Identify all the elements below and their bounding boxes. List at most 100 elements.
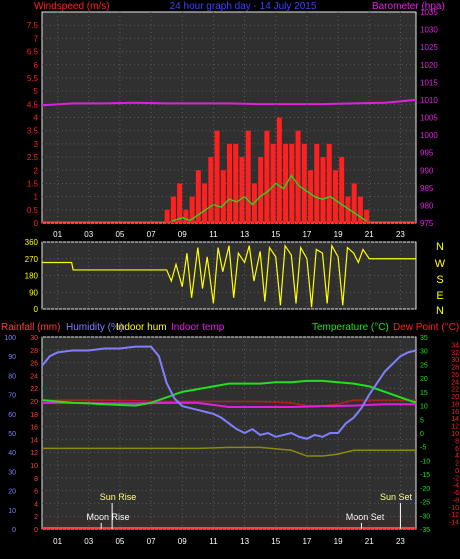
wind-tick-label: 1 bbox=[34, 193, 39, 202]
wind-tick-label: 3 bbox=[34, 140, 39, 149]
x-tick-label-p1: 01 bbox=[53, 230, 62, 239]
rainfall-tick-label: 10 bbox=[30, 463, 38, 470]
wind-gust-bar bbox=[183, 209, 189, 223]
moon-rise-label: Moon Rise bbox=[86, 512, 129, 522]
wind-gust-bar bbox=[208, 157, 214, 223]
rainfall-tick-label: 26 bbox=[30, 361, 38, 368]
dew-point-tick-label: 30 bbox=[451, 357, 459, 364]
temperature-tick-label: -30 bbox=[420, 513, 430, 520]
dew-point-tick-label: 10 bbox=[451, 431, 459, 438]
humidity-tick-label: 60 bbox=[8, 412, 16, 419]
barometer-tick-label: 1000 bbox=[420, 131, 438, 140]
dew-point-tick-label: 6 bbox=[455, 446, 459, 453]
dew-point-tick-label: 18 bbox=[451, 401, 459, 408]
x-tick-label-p1: 05 bbox=[115, 230, 124, 239]
wind-gust-bar bbox=[258, 157, 264, 223]
dew-point-tick-label: -6 bbox=[453, 490, 459, 497]
wind-gust-bar bbox=[308, 170, 314, 223]
wind-gust-bar bbox=[320, 157, 326, 223]
barometer-tick-label: 995 bbox=[420, 149, 434, 158]
wind-gust-bar bbox=[289, 143, 295, 223]
chart-title: 24 hour graph day - 14 July 2015 bbox=[170, 1, 317, 12]
wind-gust-bar bbox=[189, 196, 195, 223]
temperature-line bbox=[41, 379, 417, 407]
humidity-tick-label: 80 bbox=[8, 373, 16, 380]
compass-n-top: N bbox=[436, 241, 444, 253]
x-tick-label-p1: 11 bbox=[209, 230, 218, 239]
rainfall-tick-label: 18 bbox=[30, 412, 38, 419]
wind-gust-bar bbox=[177, 183, 183, 223]
dew-point-tick-label: 22 bbox=[451, 387, 459, 394]
barometer-tick-label: 1030 bbox=[420, 26, 438, 35]
compass-w: W bbox=[435, 258, 446, 270]
wind-gust-bar bbox=[314, 143, 320, 223]
rainfall-tick-label: 12 bbox=[30, 450, 38, 457]
humidity-tick-label: 70 bbox=[8, 393, 16, 400]
chart-marks: 0 0.5 1 1.5 2 2.5 3 3.5 4 4.5 5 5.5 6 6.5 7 7.5 975 980 98… bbox=[4, 8, 459, 546]
x-tick-label-p3: 05 bbox=[115, 537, 124, 546]
direction-tick-label: 90 bbox=[29, 288, 38, 297]
barometer-tick-label: 975 bbox=[420, 219, 434, 228]
barometer-tick-label: 980 bbox=[420, 201, 434, 210]
wind-tick-label: 7.5 bbox=[27, 21, 39, 30]
temperature-tick-label: -35 bbox=[420, 527, 430, 534]
x-tick-label-p3: 19 bbox=[334, 537, 343, 546]
wind-gust-bar bbox=[283, 143, 289, 223]
wind-gust-bar bbox=[357, 196, 363, 223]
dew-point-tick-label: 0 bbox=[455, 468, 459, 475]
wind-gust-bar bbox=[332, 170, 338, 223]
barometer-tick-label: 1035 bbox=[420, 8, 438, 17]
compass-labels: N W S E N bbox=[435, 241, 446, 317]
rainfall-tick-label: 22 bbox=[30, 386, 38, 393]
rainfall-tick-label: 8 bbox=[34, 476, 38, 483]
x-tick-label-p3: 07 bbox=[147, 537, 156, 546]
indoor-humidity-line bbox=[42, 446, 416, 457]
wind-gust-bar bbox=[339, 157, 345, 223]
rainfall-tick-label: 28 bbox=[30, 348, 38, 355]
temperature-tick-label: 35 bbox=[420, 335, 428, 342]
wind-direction-line bbox=[42, 243, 416, 308]
compass-n-bottom: N bbox=[436, 305, 444, 317]
barometer-tick-label: 990 bbox=[420, 166, 434, 175]
dew-point-tick-label: -14 bbox=[449, 520, 459, 527]
wind-gust-bar bbox=[239, 157, 245, 223]
x-tick-label-p3: 01 bbox=[53, 537, 62, 546]
x-tick-label-p1: 15 bbox=[271, 230, 280, 239]
wind-gust-bar bbox=[295, 130, 301, 223]
x-tick-label-p1: 09 bbox=[178, 230, 187, 239]
wind-gust-bar bbox=[202, 183, 208, 223]
temperature-tick-label: 15 bbox=[420, 390, 428, 397]
humidity-tick-label: 0 bbox=[12, 527, 16, 534]
dew-point-tick-label: 8 bbox=[455, 438, 459, 445]
wind-speed-line bbox=[166, 174, 370, 224]
x-tick-label-p1: 23 bbox=[396, 230, 405, 239]
wind-gust-bar bbox=[170, 196, 176, 223]
rainfall-tick-label: 20 bbox=[30, 399, 38, 406]
sun-rise-label: Sun Rise bbox=[100, 492, 137, 502]
x-tick-label-p1: 21 bbox=[365, 230, 374, 239]
humidity-tick-label: 50 bbox=[8, 431, 16, 438]
x-tick-label-p3: 15 bbox=[271, 537, 280, 546]
dew-point-tick-label: 34 bbox=[451, 342, 459, 349]
indoor-hum-title: Indoor hum bbox=[116, 322, 167, 333]
dew-point-tick-label: 16 bbox=[451, 409, 459, 416]
x-tick-label-p3: 17 bbox=[302, 537, 311, 546]
dew-point-tick-label: -4 bbox=[453, 483, 459, 490]
dew-point-tick-label: 4 bbox=[455, 453, 459, 460]
temperature-tick-label: -15 bbox=[420, 472, 430, 479]
humidity-tick-label: 90 bbox=[8, 354, 16, 361]
x-tick-label-p1: 07 bbox=[147, 230, 156, 239]
temperature-tick-label: 30 bbox=[420, 349, 428, 356]
rainfall-tick-label: 30 bbox=[30, 335, 38, 342]
wind-tick-label: 6 bbox=[34, 61, 39, 70]
humidity-tick-label: 100 bbox=[4, 335, 16, 342]
dew-point-tick-label: 32 bbox=[451, 350, 459, 357]
dew-point-tick-label: 24 bbox=[451, 379, 459, 386]
rainfall-tick-label: 16 bbox=[30, 425, 38, 432]
windspeed-axis-title: Windspeed (m/s) bbox=[34, 1, 110, 12]
moon-set-label: Moon Set bbox=[346, 512, 385, 522]
humidity-tick-label: 30 bbox=[8, 469, 16, 476]
wind-gust-bar bbox=[233, 143, 239, 223]
x-tick-label-p3: 09 bbox=[178, 537, 187, 546]
